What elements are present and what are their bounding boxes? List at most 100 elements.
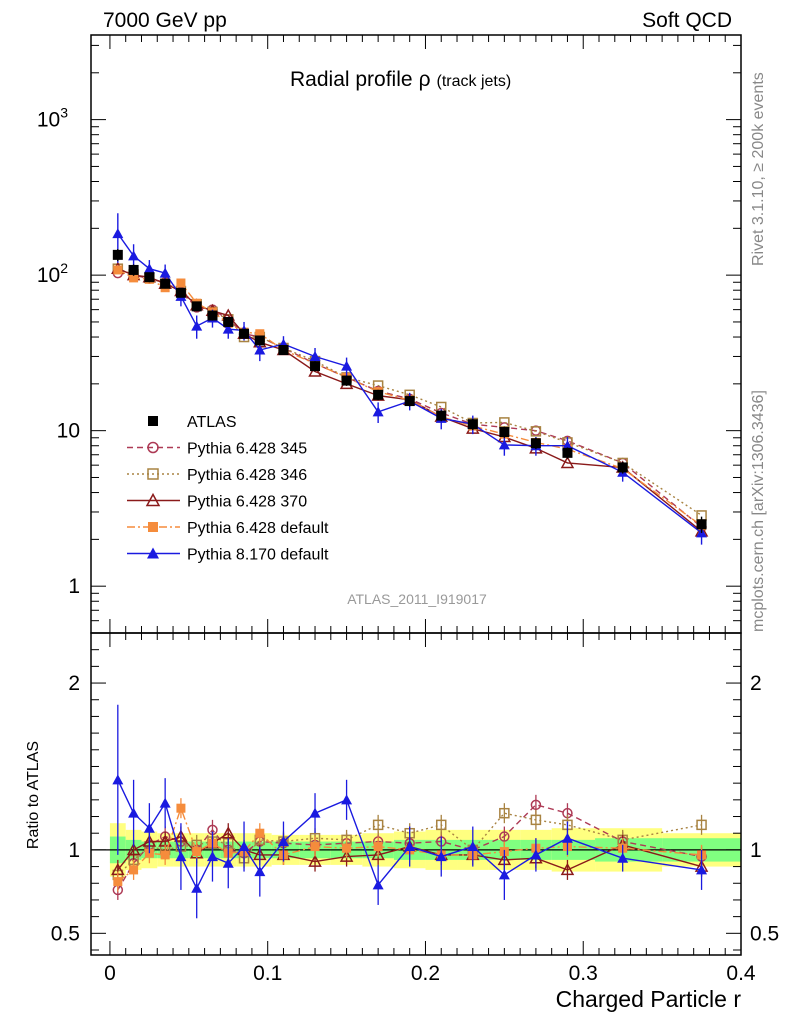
ratio-point-p6def [342,843,352,853]
ratio-point-p8def [435,851,447,862]
series-line-p345 [117,272,703,528]
data-point-p6def [255,329,265,339]
ratio-y-tick-label-left: 2 [68,672,80,695]
data-point-atlas [144,272,155,283]
ratio-point-p8def [498,869,510,880]
data-point-atlas [207,310,218,321]
legend-label-p8def: Pythia 8.170 default [187,547,329,564]
ratio-point-p8def [404,841,416,852]
ratio-point-p8def [206,851,218,862]
data-point-atlas [436,410,447,421]
x-tick-label: 0.1 [253,962,282,985]
ratio-point-p370 [221,826,236,839]
legend-label-p346: Pythia 6.428 346 [187,467,307,484]
main-plot-title: Radial profile ρ (track jets) [290,68,511,91]
data-point-atlas [160,278,171,289]
data-point-p8def [112,228,124,239]
series-line-p370 [117,268,703,532]
ratio-point-p370 [339,849,354,862]
ratio-point-p6def [176,803,186,813]
data-point-atlas [467,419,478,430]
legend-marker-p345 [147,441,159,454]
data-point-p8def [561,440,573,451]
data-point-atlas [239,328,250,339]
data-point-atlas [310,361,321,372]
legend-label-atlas: ATLAS [187,414,237,431]
ratio-point-p370 [560,862,575,876]
ratio-point-p8def [617,852,629,863]
data-point-atlas [562,447,573,458]
data-point-atlas [254,335,265,346]
main-plot-frame [90,34,742,634]
ratio-point-p346 [530,814,542,826]
data-point-atlas [112,249,123,260]
data-point-atlas [530,438,541,449]
ratio-point-p8def [254,866,266,877]
data-point-p8def [498,439,510,450]
ratio-point-p8def [175,851,187,862]
y-tick-label: 1 [68,575,80,598]
x-tick-label: 0.2 [411,962,440,985]
data-point-atlas [373,389,384,400]
ratio-point-p8def [222,857,234,868]
data-point-atlas [617,462,628,473]
ratio-point-p346 [499,807,510,819]
data-point-atlas [128,264,139,275]
ratio-point-p6def [192,847,202,857]
y-tick-label: 10 [57,420,80,443]
data-point-p346 [530,426,542,437]
data-point-p8def [309,350,321,361]
data-point-p6def [113,265,123,275]
ratio-line-p8def [117,779,702,890]
ratio-point-p8def [467,841,479,852]
ratio-point-p8def [341,794,353,805]
series-line-p346 [117,268,702,516]
ratio-point-p8def [277,836,289,847]
data-point-atlas [191,301,202,312]
legend-marker-p8def [147,547,159,559]
ratio-plot-frame [90,632,742,956]
legend-marker-p346 [147,468,159,480]
ratio-point-p6def [373,842,383,852]
ratio-y-tick-label-left: 1 [68,839,80,862]
ratio-point-p8def [191,882,203,893]
ratio-point-p346 [372,819,384,831]
ratio-point-p8def [238,841,250,852]
y-tick-label: 103 [37,105,68,132]
ratio-y-tick-label-right: 2 [750,672,762,695]
data-point-atlas [404,396,415,407]
data-point-atlas [341,375,352,386]
data-point-atlas [499,427,510,438]
data-point-p8def [254,344,266,355]
legend-label-p345: Pythia 6.428 345 [187,441,307,458]
data-point-p8def [143,263,155,274]
axes: 0 0.1 0.2 0.3 0.4 1 10 102 103 0.5 0.5 1 1 2 2 [37,34,779,985]
data-point-p8def [191,320,203,331]
ratio-point-p6def [255,828,265,838]
legend-marker-atlas [148,416,158,426]
data-point-p370 [560,455,575,469]
ratio-y-tick-label-right: 1 [750,839,762,862]
data-point-atlas [223,316,234,327]
ratio-point-p8def [128,807,140,818]
ratio-y-axis-label: Ratio to ATLAS [25,741,42,849]
header-left-text: 7000 GeV pp [103,9,227,32]
data-point-p6def [129,273,139,283]
ratio-point-p346 [435,819,447,831]
ratio-line-p370 [117,832,702,871]
header-right-text: Soft QCD [642,9,732,32]
ratio-point-p8def [159,797,171,808]
x-tick-label: 0.4 [726,962,756,985]
y-tick-label: 102 [37,260,68,287]
ratio-point-p370 [126,842,141,856]
ratio-point-p8def [696,864,708,875]
data-point-p8def [341,360,353,371]
data-point-atlas [696,519,707,530]
data-point-p8def [222,323,234,334]
data-point-atlas [175,287,186,298]
ratio-point-p345 [499,831,510,842]
ratio-point-p6def [129,865,139,875]
ratio-point-p346 [696,819,707,831]
ratio-line-p346 [117,812,702,876]
